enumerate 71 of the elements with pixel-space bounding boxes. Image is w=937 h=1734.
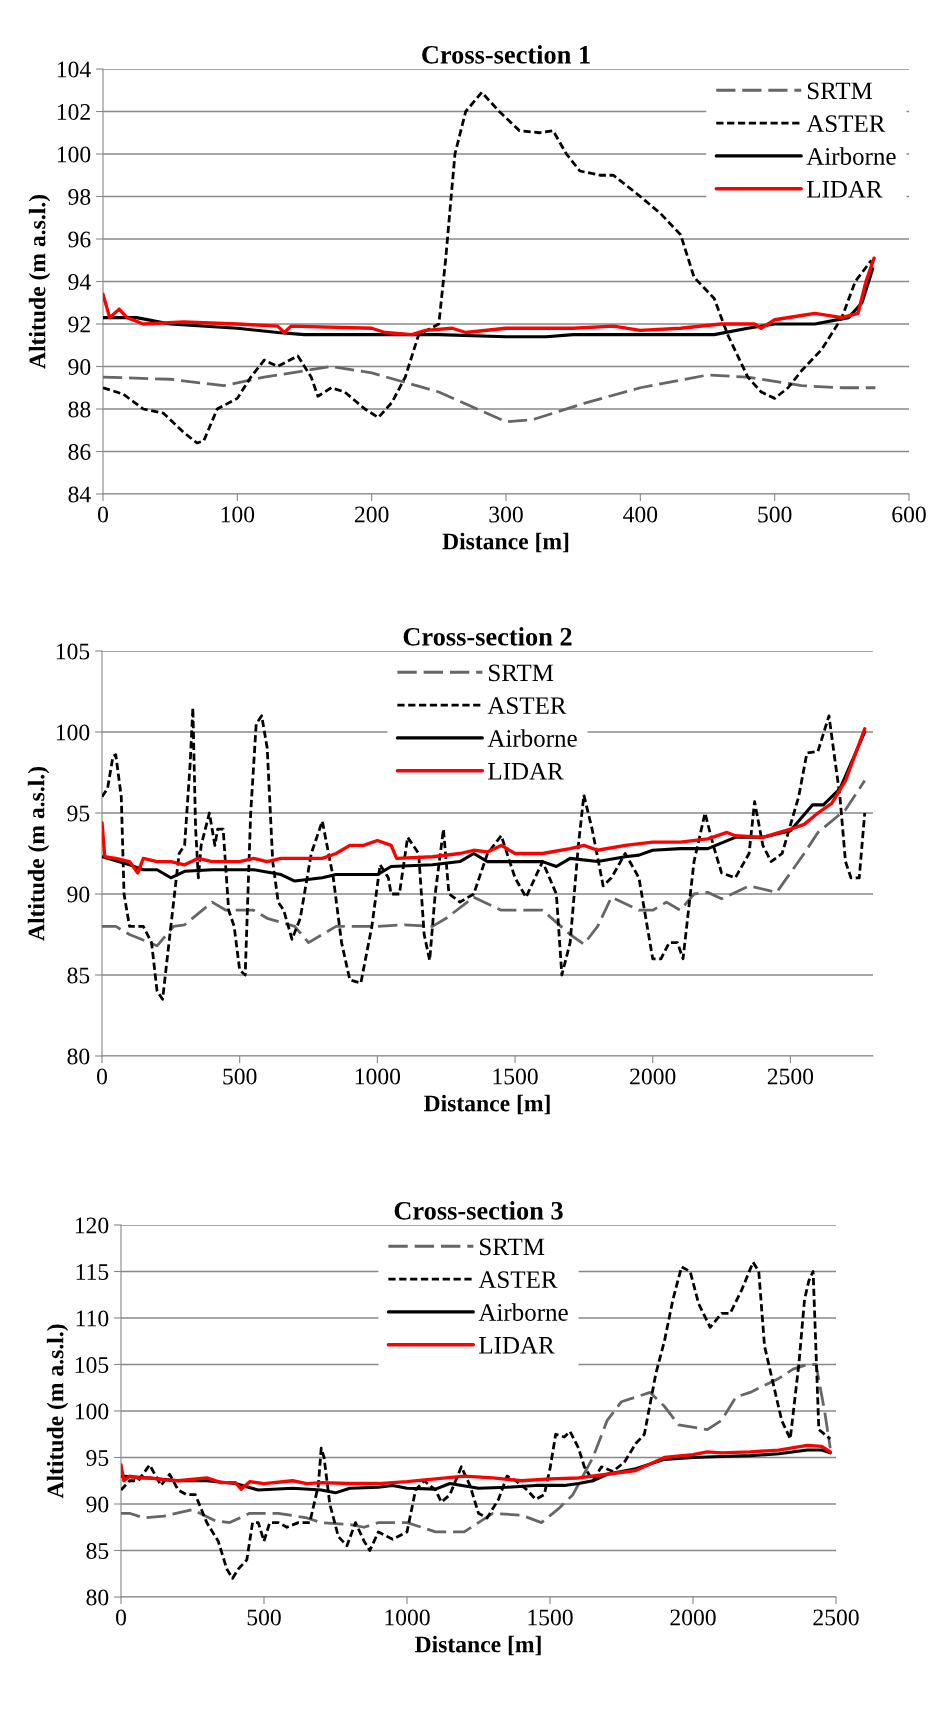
y-tick-label: 98 bbox=[68, 188, 91, 205]
y-tick-label: 92 bbox=[68, 316, 90, 333]
line-series bbox=[103, 365, 877, 424]
y-tick-label: 100 bbox=[75, 1403, 109, 1420]
y-axis-title: Altitude (m a.s.l.) bbox=[27, 766, 50, 941]
line-series bbox=[121, 1260, 832, 1580]
x-tick-label: 100 bbox=[221, 506, 255, 523]
y-tick-label: 110 bbox=[76, 1310, 109, 1327]
y-tick-label: 90 bbox=[68, 358, 91, 375]
legend-label: SRTM bbox=[489, 664, 554, 682]
x-tick-label: 1500 bbox=[493, 1068, 538, 1085]
y-tick-label: 80 bbox=[86, 1589, 109, 1606]
line-series bbox=[103, 256, 876, 337]
chart-title: Cross-section 3 bbox=[394, 1201, 563, 1220]
legend-label: LIDAR bbox=[479, 1336, 555, 1354]
x-tick-label: 0 bbox=[116, 1609, 126, 1626]
legend-label: ASTER bbox=[806, 115, 886, 133]
legend-label: SRTM bbox=[807, 82, 873, 100]
y-tick-label: 94 bbox=[68, 274, 91, 290]
legend-label: LIDAR bbox=[488, 762, 564, 780]
y-tick-label: 104 bbox=[57, 61, 91, 78]
x-tick-label: 2000 bbox=[670, 1609, 716, 1626]
y-axis-title: Altitude (m a.s.l.) bbox=[46, 1324, 69, 1499]
legend-label: SRTM bbox=[480, 1238, 545, 1256]
chart-title: Cross-section 1 bbox=[422, 45, 590, 64]
legend-label: Airborne bbox=[487, 729, 577, 747]
y-tick-label: 90 bbox=[67, 886, 90, 903]
x-axis-title: Distance [m] bbox=[423, 1094, 550, 1115]
x-axis-title: Distance [m] bbox=[414, 1635, 541, 1656]
chart-title: Cross-section 2 bbox=[403, 627, 572, 646]
line-series bbox=[102, 779, 867, 948]
x-tick-label: 1000 bbox=[385, 1609, 430, 1626]
y-tick-label: 85 bbox=[67, 967, 90, 984]
y-tick-label: 85 bbox=[86, 1542, 109, 1559]
line-series bbox=[121, 1363, 832, 1534]
legend-label: ASTER bbox=[478, 1271, 558, 1289]
x-tick-label: 1500 bbox=[528, 1609, 573, 1626]
x-tick-label: 2000 bbox=[630, 1068, 676, 1085]
y-tick-label: 105 bbox=[56, 643, 90, 660]
x-tick-label: 600 bbox=[892, 506, 926, 523]
y-tick-label: 88 bbox=[68, 401, 91, 418]
x-tick-label: 0 bbox=[97, 1068, 107, 1085]
y-tick-label: 84 bbox=[68, 486, 91, 503]
y-tick-label: 100 bbox=[56, 724, 90, 741]
x-tick-label: 2500 bbox=[767, 1068, 814, 1085]
x-tick-label: 500 bbox=[223, 1068, 257, 1085]
x-tick-label: 1000 bbox=[355, 1068, 401, 1085]
x-tick-label: 400 bbox=[623, 506, 658, 523]
legend-label: ASTER bbox=[487, 697, 567, 715]
y-tick-label: 95 bbox=[67, 805, 90, 822]
y-tick-label: 105 bbox=[75, 1356, 109, 1373]
x-tick-label: 500 bbox=[758, 506, 792, 523]
x-tick-label: 500 bbox=[247, 1609, 281, 1626]
x-tick-label: 0 bbox=[98, 506, 108, 523]
x-tick-label: 2500 bbox=[813, 1609, 859, 1626]
legend-label: Airborne bbox=[806, 147, 896, 165]
legend-label: LIDAR bbox=[806, 180, 883, 198]
x-tick-label: 200 bbox=[354, 506, 389, 523]
y-tick-label: 90 bbox=[86, 1496, 109, 1513]
y-tick-label: 95 bbox=[86, 1450, 109, 1466]
legend-label: Airborne bbox=[478, 1303, 568, 1321]
x-tick-label: 300 bbox=[489, 506, 523, 523]
y-tick-label: 102 bbox=[57, 103, 90, 120]
y-tick-label: 96 bbox=[68, 231, 91, 248]
y-tick-label: 80 bbox=[67, 1048, 90, 1065]
y-axis-title: Altitude (m a.s.l.) bbox=[28, 194, 51, 369]
y-tick-label: 100 bbox=[57, 146, 91, 163]
y-tick-label: 86 bbox=[68, 443, 91, 460]
y-tick-label: 120 bbox=[75, 1217, 109, 1234]
x-axis-title: Distance [m] bbox=[442, 532, 569, 553]
y-tick-label: 115 bbox=[76, 1264, 109, 1280]
